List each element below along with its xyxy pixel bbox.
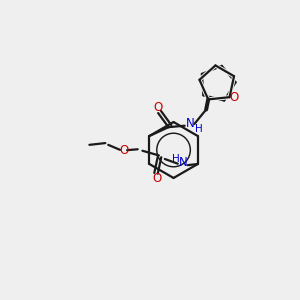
Text: O: O xyxy=(230,91,238,104)
Text: O: O xyxy=(119,144,129,157)
Text: O: O xyxy=(154,101,163,114)
Text: O: O xyxy=(152,172,162,185)
Text: H: H xyxy=(172,154,180,164)
Text: N: N xyxy=(186,117,195,130)
Text: N: N xyxy=(179,156,188,169)
Text: H: H xyxy=(195,124,203,134)
